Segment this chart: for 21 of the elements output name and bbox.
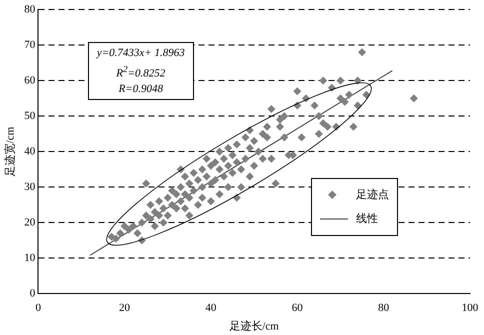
legend-label: 足迹点 — [356, 187, 389, 202]
annotation: R=0.9048 — [118, 82, 164, 98]
y-tick-label: 10 — [24, 252, 36, 264]
y-axis-title: 足迹宽/cm — [3, 126, 16, 176]
annotation: R$^{2}$=0.8252 — [115, 62, 166, 82]
y-tick-label: 0 — [30, 287, 36, 300]
annotation: y=0.7433x+ 1.8963 — [96, 46, 185, 61]
x-tick-label: 80 — [378, 302, 390, 314]
x-tick-label: 20 — [119, 302, 131, 314]
legend-label: 线性 — [356, 211, 378, 226]
y-tick-label: 60 — [24, 74, 36, 86]
x-tick-label: 100 — [462, 302, 479, 314]
y-tick-label: 70 — [24, 38, 36, 51]
y-tick-label: 50 — [24, 110, 36, 122]
x-tick-label: 60 — [292, 302, 304, 314]
y-tick-label: 20 — [24, 216, 36, 228]
x-axis-title: 足迹长/cm — [229, 319, 280, 332]
y-tick-label: 30 — [24, 180, 36, 193]
y-tick-label: 80 — [24, 3, 36, 16]
x-tick-label: 40 — [205, 302, 217, 314]
y-tick-label: 40 — [24, 145, 36, 158]
